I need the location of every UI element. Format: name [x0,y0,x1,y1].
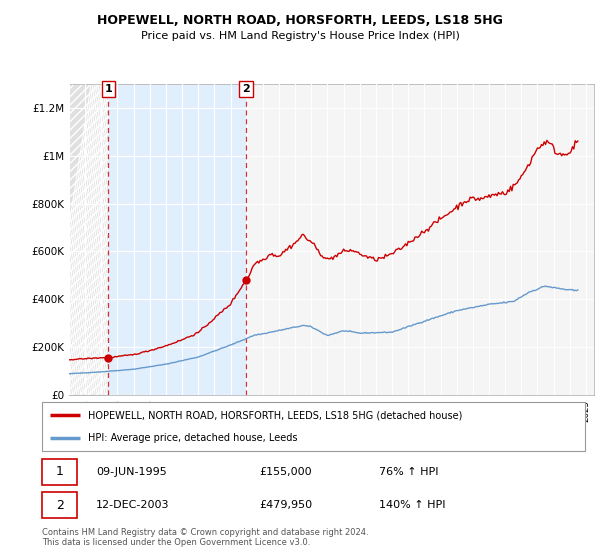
Bar [246,84,594,395]
Bar [109,84,246,395]
Bar [69,84,109,395]
FancyBboxPatch shape [42,402,585,451]
Text: 12-DEC-2003: 12-DEC-2003 [97,500,170,510]
Text: £479,950: £479,950 [259,500,313,510]
Text: Contains HM Land Registry data © Crown copyright and database right 2024.
This d: Contains HM Land Registry data © Crown c… [42,528,368,547]
FancyBboxPatch shape [42,492,77,518]
Text: 2: 2 [242,84,250,94]
Text: 2: 2 [56,498,64,512]
Text: Price paid vs. HM Land Registry's House Price Index (HPI): Price paid vs. HM Land Registry's House … [140,31,460,41]
Text: 1: 1 [104,84,112,94]
Text: 140% ↑ HPI: 140% ↑ HPI [379,500,445,510]
Text: 76% ↑ HPI: 76% ↑ HPI [379,466,438,477]
FancyBboxPatch shape [42,459,77,484]
Text: HOPEWELL, NORTH ROAD, HORSFORTH, LEEDS, LS18 5HG: HOPEWELL, NORTH ROAD, HORSFORTH, LEEDS, … [97,14,503,27]
Text: 09-JUN-1995: 09-JUN-1995 [97,466,167,477]
Text: £155,000: £155,000 [259,466,312,477]
Text: HPI: Average price, detached house, Leeds: HPI: Average price, detached house, Leed… [88,433,298,444]
Text: HOPEWELL, NORTH ROAD, HORSFORTH, LEEDS, LS18 5HG (detached house): HOPEWELL, NORTH ROAD, HORSFORTH, LEEDS, … [88,410,463,421]
Text: 1: 1 [56,465,64,478]
